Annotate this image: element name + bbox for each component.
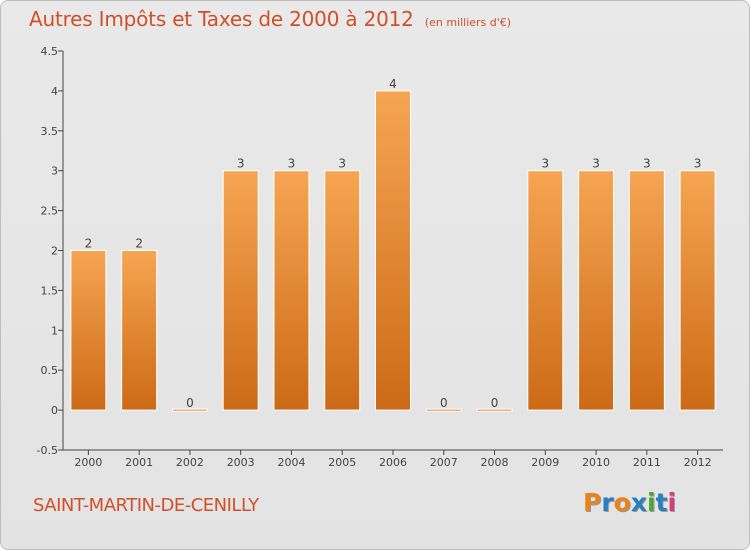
bar-value-label: 3 (592, 157, 600, 171)
bar-value-label: 3 (338, 157, 346, 171)
bar (679, 170, 716, 411)
y-tick-label: 3.5 (41, 125, 59, 138)
chart-title: Autres Impôts et Taxes de 2000 à 2012 (29, 7, 414, 31)
bar (222, 170, 259, 411)
y-tick-label: 0.5 (41, 364, 59, 377)
x-tick-label: 2010 (582, 456, 610, 469)
commune-name: SAINT-MARTIN-DE-CENILLY (33, 495, 259, 516)
bar-value-label: 3 (541, 157, 549, 171)
bar (375, 90, 411, 411)
x-tick-label: 2007 (430, 456, 458, 469)
bar (324, 170, 361, 411)
bar-value-label: 3 (643, 157, 651, 171)
x-tick-label: 2009 (531, 456, 559, 469)
bar-value-label: 0 (440, 396, 448, 410)
bar-value-label: 0 (186, 396, 194, 410)
bar (476, 408, 513, 412)
proxiti-logo: Proxiti (583, 488, 676, 517)
bars (70, 90, 716, 412)
logo-letter: x (630, 488, 647, 517)
chart-header: Autres Impôts et Taxes de 2000 à 2012 (e… (29, 7, 511, 31)
bar-value-label: 3 (694, 157, 702, 171)
x-tick-label: 2003 (227, 456, 255, 469)
bar (628, 170, 665, 411)
y-tick-label: 4.5 (41, 45, 59, 58)
x-tick-label: 2006 (379, 456, 407, 469)
y-tick-label: 2 (51, 245, 58, 258)
logo-letter: r (601, 488, 614, 517)
y-tick-label: 4 (51, 85, 58, 98)
logo-letter: o (613, 488, 631, 517)
x-tick-label: 2002 (176, 456, 204, 469)
bar-value-label: 4 (389, 77, 397, 91)
logo-letter: i (667, 488, 677, 517)
x-tick-label: 2005 (328, 456, 356, 469)
y-tick-label: 0 (51, 404, 58, 417)
bar-value-label: 0 (491, 396, 499, 410)
logo-letter: t (655, 488, 668, 517)
bar (70, 250, 107, 411)
bar (121, 250, 158, 411)
x-tick-label: 2012 (684, 456, 712, 469)
chart-unit: (en milliers d'€) (424, 16, 512, 29)
y-tick-label: 1.5 (41, 284, 59, 297)
bar (527, 170, 564, 411)
y-tick-label: 1 (51, 324, 58, 337)
bar-value-label: 2 (135, 237, 143, 251)
y-tick-label: 3 (51, 165, 58, 178)
data-labels: 2 2 0 3 3 3 4 0 0 3 3 3 3 (85, 77, 702, 410)
bar (273, 170, 310, 411)
bar (578, 170, 615, 411)
logo-letter: P (583, 488, 602, 517)
bar-value-label: 3 (288, 157, 296, 171)
x-tick-label: 2011 (633, 456, 661, 469)
bar (425, 408, 462, 412)
x-tick-label: 2000 (74, 456, 102, 469)
x-tick-label: 2004 (277, 456, 305, 469)
y-tick-label: 2.5 (41, 205, 59, 218)
y-tick-label: -0.5 (37, 444, 58, 457)
bar-value-label: 2 (85, 237, 93, 251)
logo-letter: i (647, 488, 656, 517)
x-tick-label: 2008 (481, 456, 509, 469)
bar (171, 408, 208, 412)
x-tick-label: 2001 (125, 456, 153, 469)
bar-value-label: 3 (237, 157, 245, 171)
